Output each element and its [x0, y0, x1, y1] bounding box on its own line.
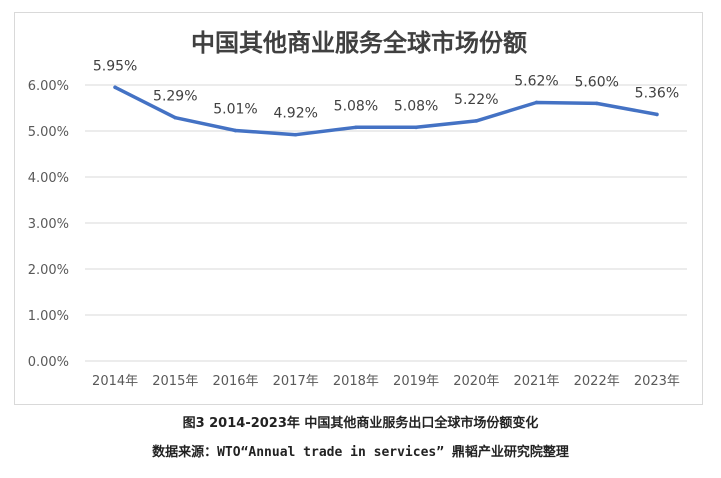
data-point — [534, 100, 539, 105]
x-tick-label: 2021年 — [513, 374, 559, 389]
chart-frame: 中国其他商业服务全球市场份额 0.00% 1.00% 2.00% 3.00% 4.00%… — [14, 12, 703, 405]
y-tick-label: 5.00% — [28, 125, 69, 140]
data-label: 5.36% — [635, 85, 679, 101]
data-label: 5.62% — [514, 73, 558, 89]
data-point — [655, 112, 659, 117]
y-tick-label: 1.00% — [28, 309, 69, 324]
data-label: 5.95% — [93, 58, 137, 74]
series-line — [113, 85, 659, 137]
x-tick-label: 2022年 — [574, 374, 620, 389]
data-point — [173, 115, 178, 120]
x-tick-label: 2019年 — [393, 374, 439, 389]
y-tick-label: 3.00% — [28, 217, 69, 232]
data-point — [293, 132, 298, 137]
y-axis-tick-labels: 0.00% 1.00% 2.00% 3.00% 4.00% 5.00% 6.00% — [28, 79, 69, 370]
chart-title: 中国其他商业服务全球市场份额 — [191, 29, 527, 57]
x-tick-label: 2017年 — [273, 374, 319, 389]
x-tick-label: 2016年 — [212, 374, 258, 389]
data-label: 5.08% — [334, 98, 378, 114]
data-point — [594, 101, 599, 106]
x-tick-label: 2023年 — [634, 374, 680, 389]
x-axis-tick-labels: 2014年 2015年 2016年 2017年 2018年 2019年 2020年 2021年… — [92, 374, 680, 389]
data-label: 5.22% — [454, 92, 498, 108]
line-chart: 中国其他商业服务全球市场份额 0.00% 1.00% 2.00% 3.00% 4.00%… — [28, 29, 687, 389]
data-point — [414, 125, 418, 130]
data-source: 数据来源：WTO“Annual trade in services” 鼎韬产业研… — [152, 445, 569, 460]
y-tick-label: 4.00% — [28, 171, 69, 186]
data-label: 5.01% — [213, 102, 257, 118]
x-tick-label: 2020年 — [453, 374, 499, 389]
data-point — [354, 125, 358, 130]
data-label: 5.60% — [574, 74, 618, 90]
data-point — [233, 128, 238, 133]
data-point — [113, 85, 117, 90]
y-tick-label: 2.00% — [28, 263, 69, 278]
figure-caption: 图3 2014-2023年 中国其他商业服务出口全球市场份额变化 — [182, 416, 539, 431]
x-tick-label: 2014年 — [92, 374, 138, 389]
y-tick-label: 0.00% — [28, 355, 69, 370]
data-label: 5.08% — [394, 98, 438, 114]
x-tick-label: 2015年 — [152, 374, 198, 389]
x-tick-label: 2018年 — [333, 374, 379, 389]
y-tick-label: 6.00% — [28, 79, 69, 94]
data-label: 4.92% — [273, 106, 317, 122]
data-label: 5.29% — [153, 89, 197, 105]
series-line-group — [113, 85, 659, 137]
data-labels: 5.95% 5.29% 5.01% 4.92% 5.08% 5.08% 5.22% 5.62%… — [93, 58, 679, 121]
data-point — [474, 119, 479, 123]
gridlines — [85, 84, 687, 362]
